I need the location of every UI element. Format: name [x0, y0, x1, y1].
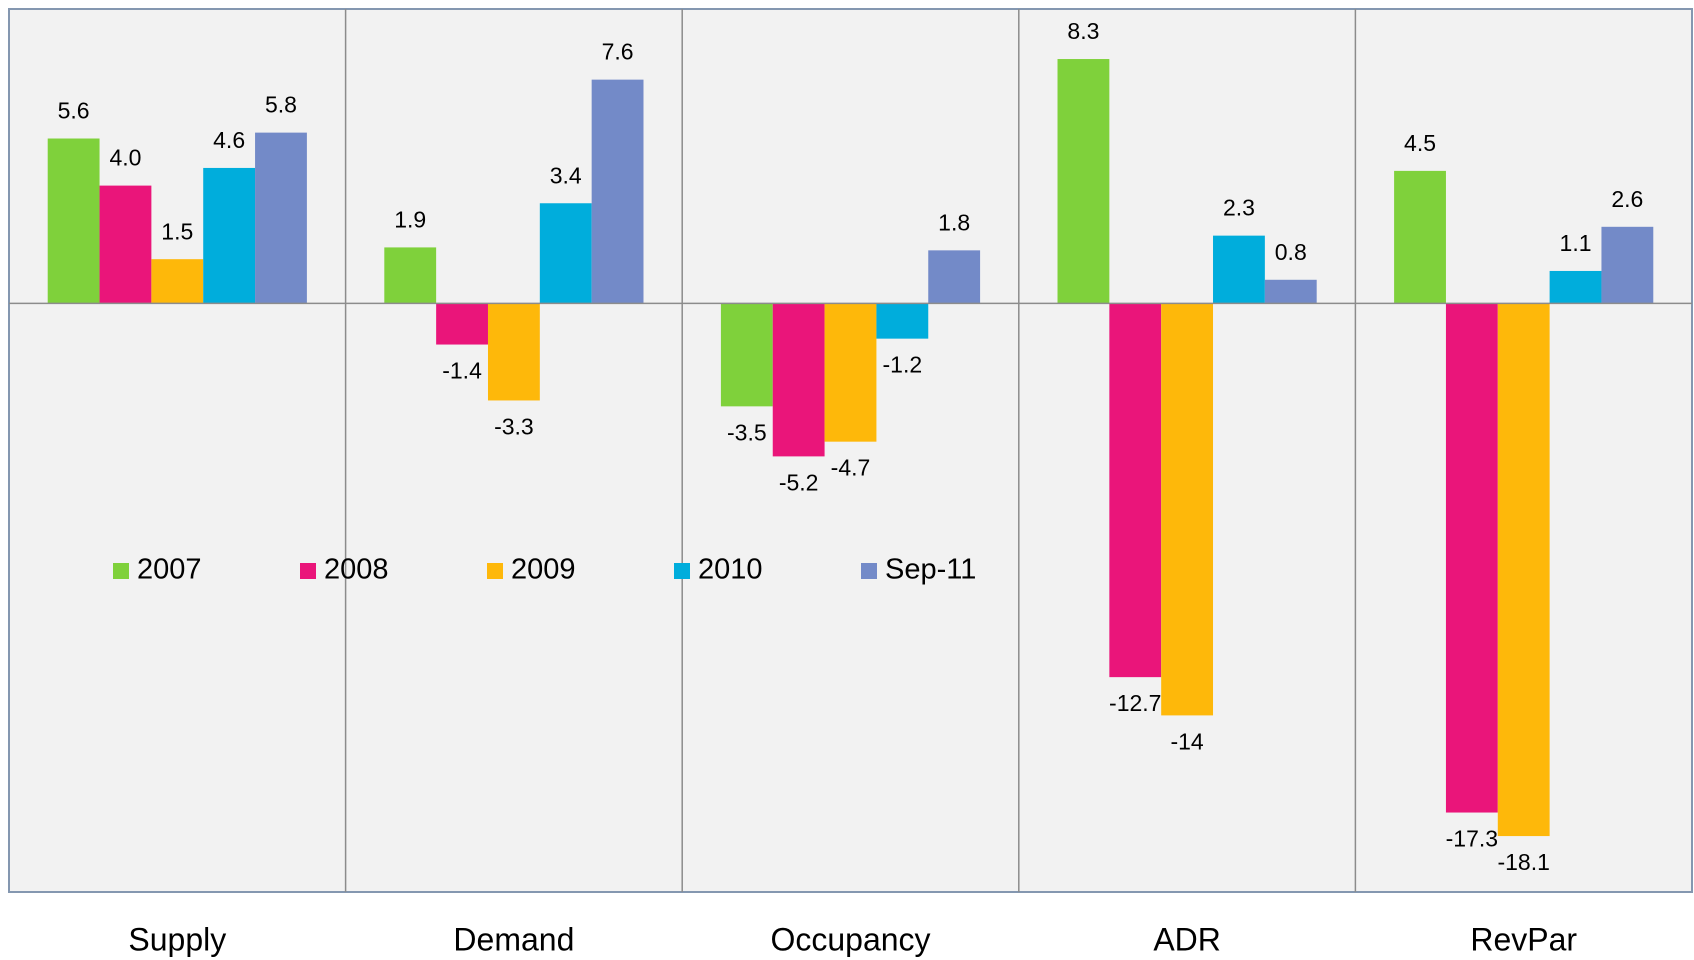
data-label: 2.6 — [1611, 186, 1643, 212]
x-tick-label: RevPar — [1470, 921, 1577, 957]
data-label: 1.1 — [1560, 230, 1592, 256]
data-label: 7.6 — [602, 39, 634, 65]
data-label: 5.6 — [58, 98, 90, 124]
data-label: -5.2 — [779, 469, 819, 495]
bar — [824, 303, 877, 442]
data-label: -14 — [1170, 728, 1203, 754]
data-label: -3.5 — [727, 419, 767, 445]
legend-swatch — [300, 563, 316, 579]
legend-swatch — [113, 563, 129, 579]
bar — [47, 138, 100, 304]
data-label: -3.3 — [494, 414, 534, 440]
bar — [591, 79, 644, 304]
data-label: 1.8 — [938, 209, 970, 235]
x-tick-label: Occupancy — [770, 921, 930, 957]
legend-label: Sep-11 — [885, 554, 976, 586]
bar — [255, 132, 307, 304]
data-label: 1.9 — [394, 206, 426, 232]
legend-swatch — [861, 563, 877, 579]
x-tick-label: ADR — [1153, 921, 1221, 957]
data-label: 1.5 — [161, 218, 193, 244]
legend-swatch — [487, 563, 503, 579]
bar — [1264, 279, 1317, 304]
bar — [1549, 270, 1602, 304]
bar — [1057, 59, 1110, 304]
data-label: 3.4 — [550, 162, 582, 188]
bar — [384, 247, 437, 304]
data-label: 8.3 — [1067, 18, 1099, 44]
legend-label: 2008 — [324, 554, 389, 586]
data-label: 0.8 — [1275, 239, 1307, 265]
x-tick-label: Demand — [453, 921, 574, 957]
bar — [876, 303, 929, 339]
bar — [772, 303, 825, 457]
bar — [1497, 303, 1550, 837]
bar — [1109, 303, 1162, 678]
bar — [928, 250, 981, 304]
bar — [1445, 303, 1498, 813]
bar — [436, 303, 488, 345]
data-label: 4.0 — [109, 145, 141, 171]
bar — [1213, 235, 1265, 304]
bar — [539, 203, 592, 304]
bar — [1161, 303, 1214, 716]
bar — [487, 303, 540, 401]
data-label: -4.7 — [831, 455, 871, 481]
data-label: -1.2 — [883, 352, 923, 378]
data-label: 4.5 — [1404, 130, 1436, 156]
legend-label: 2009 — [511, 554, 576, 586]
legend-label: 2007 — [137, 554, 202, 586]
x-tick-label: Supply — [128, 921, 226, 957]
bar — [203, 167, 256, 304]
bar — [1601, 226, 1654, 304]
legend-label: 2010 — [698, 554, 763, 586]
data-label: -18.1 — [1497, 849, 1549, 875]
data-label: 4.6 — [213, 127, 245, 153]
bar — [720, 303, 773, 407]
data-label: 2.3 — [1223, 195, 1255, 221]
bar — [1394, 170, 1446, 304]
legend-swatch — [674, 563, 690, 579]
data-label: -12.7 — [1109, 690, 1161, 716]
bar — [99, 185, 152, 304]
data-label: -1.4 — [442, 358, 482, 384]
data-label: -17.3 — [1446, 826, 1498, 852]
data-label: 5.8 — [265, 92, 297, 118]
bar — [151, 259, 204, 304]
